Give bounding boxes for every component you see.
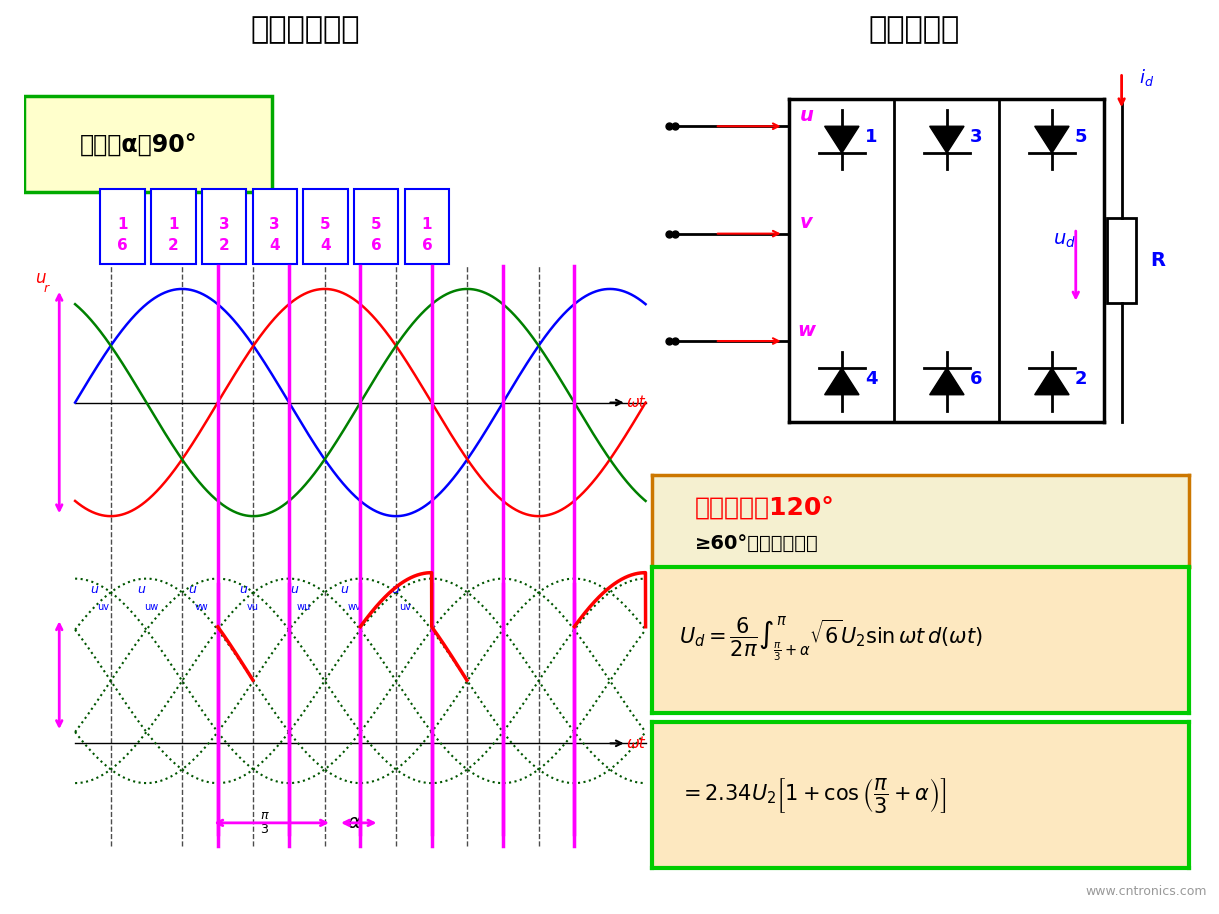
Text: 5: 5: [321, 217, 330, 232]
Text: u: u: [800, 106, 813, 125]
Text: r: r: [44, 282, 49, 295]
FancyBboxPatch shape: [304, 189, 347, 264]
Text: w: w: [797, 321, 816, 340]
Text: $i_d$: $i_d$: [1139, 68, 1154, 89]
FancyBboxPatch shape: [405, 189, 449, 264]
FancyBboxPatch shape: [252, 189, 297, 264]
Text: u: u: [391, 583, 399, 597]
Text: 6: 6: [371, 239, 382, 253]
Text: ωt: ωt: [627, 395, 645, 410]
Text: $\frac{\pi}{3}$: $\frac{\pi}{3}$: [260, 810, 271, 835]
Text: wu: wu: [296, 602, 311, 612]
Polygon shape: [1035, 126, 1069, 154]
Text: vu: vu: [246, 602, 258, 612]
Text: v: v: [800, 213, 813, 232]
Text: $= 2.34U_2\left[1+\cos\left(\dfrac{\pi}{3}+\alpha\right)\right]$: $= 2.34U_2\left[1+\cos\left(\dfrac{\pi}{…: [679, 776, 946, 814]
Text: u: u: [290, 583, 297, 597]
Text: 电阻性负载: 电阻性负载: [869, 16, 959, 44]
Text: 3: 3: [970, 128, 983, 146]
Text: uv: uv: [98, 602, 110, 612]
FancyBboxPatch shape: [151, 189, 195, 264]
Text: uv: uv: [399, 602, 411, 612]
Text: u: u: [90, 583, 98, 597]
Text: u: u: [239, 583, 247, 597]
Text: 3: 3: [269, 217, 280, 232]
Text: 5: 5: [371, 217, 382, 232]
Text: 4: 4: [864, 370, 878, 388]
Text: 1: 1: [117, 217, 128, 232]
Polygon shape: [824, 126, 859, 154]
Text: $\alpha$: $\alpha$: [346, 813, 361, 833]
FancyBboxPatch shape: [24, 96, 272, 193]
Text: ωt: ωt: [627, 736, 645, 750]
Text: 1: 1: [168, 217, 179, 232]
Bar: [1107, 218, 1136, 303]
Text: www.cntronics.com: www.cntronics.com: [1085, 885, 1207, 898]
Text: 6: 6: [422, 239, 433, 253]
Text: u: u: [138, 583, 145, 597]
Text: 2: 2: [1075, 370, 1087, 388]
Text: uw: uw: [144, 602, 158, 612]
Polygon shape: [1035, 367, 1069, 395]
Polygon shape: [824, 367, 859, 395]
Text: u: u: [189, 583, 196, 597]
Text: ≥60°时，电流断续: ≥60°时，电流断续: [695, 535, 819, 553]
Text: 4: 4: [321, 239, 330, 253]
Text: $u_d$: $u_d$: [1053, 230, 1076, 250]
Text: u: u: [340, 583, 349, 597]
Text: $U_d = \dfrac{6}{2\pi}\int_{\frac{\pi}{3}+\alpha}^{\pi} \sqrt{6}U_2 \sin\omega t: $U_d = \dfrac{6}{2\pi}\int_{\frac{\pi}{3…: [679, 615, 983, 664]
Text: 4: 4: [269, 239, 280, 253]
Text: R: R: [1151, 251, 1165, 270]
Text: 1: 1: [422, 217, 433, 232]
Text: 6: 6: [970, 370, 983, 388]
Text: 三相桥式全控: 三相桥式全控: [250, 16, 360, 44]
Polygon shape: [930, 126, 964, 154]
Polygon shape: [930, 367, 964, 395]
Text: 5: 5: [1075, 128, 1087, 146]
FancyBboxPatch shape: [354, 189, 399, 264]
FancyBboxPatch shape: [100, 189, 145, 264]
Text: 2: 2: [168, 239, 179, 253]
Text: 控制角α＝90°: 控制角α＝90°: [79, 133, 197, 156]
Text: u: u: [35, 269, 45, 287]
Text: 2: 2: [218, 239, 229, 253]
Text: 1: 1: [864, 128, 878, 146]
Text: wv: wv: [347, 602, 361, 612]
Text: vw: vw: [195, 602, 208, 612]
Text: 移相范围为120°: 移相范围为120°: [695, 495, 835, 519]
Text: 6: 6: [117, 239, 128, 253]
Text: 3: 3: [218, 217, 229, 232]
FancyBboxPatch shape: [202, 189, 246, 264]
